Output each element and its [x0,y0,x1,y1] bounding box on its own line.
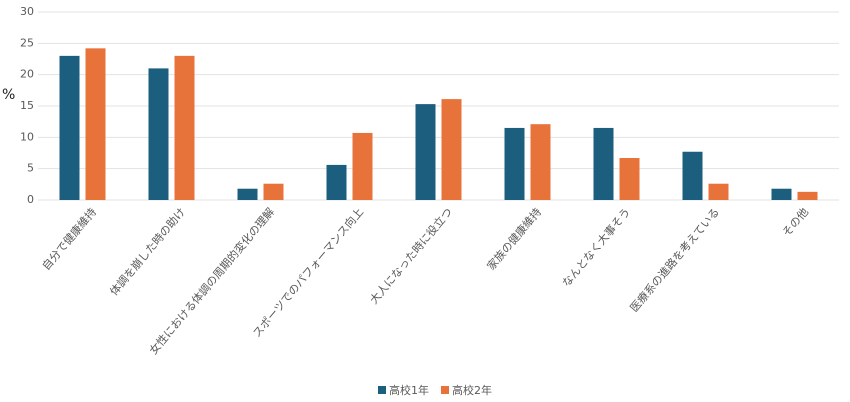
bar [148,68,169,201]
bar [85,48,106,201]
bar [263,183,284,200]
y-tick-label: 0 [27,193,34,206]
y-axis-label: % [2,87,15,103]
y-tick-label: 5 [27,162,34,175]
y-tick-label: 25 [20,36,34,49]
bar [59,55,80,200]
x-tick-label: 大人になった時に役立つ [367,205,456,307]
x-tick-label: その他 [780,206,811,240]
y-tick-label: 10 [20,130,34,143]
bar [441,99,462,200]
bar [708,183,729,200]
legend-swatch [378,386,386,394]
y-tick-label: 20 [20,68,34,81]
legend-label: 高校2年 [452,383,492,397]
bar [504,127,525,200]
x-tick-label: 医療系の進路を考えている [627,205,722,315]
y-tick-label: 15 [20,99,34,112]
bar [771,188,792,200]
bar [593,127,614,200]
bar [682,151,703,200]
legend-swatch [441,386,449,394]
bar [797,191,818,200]
x-tick-label: 体調を崩した時の助け [107,205,188,298]
bar [415,104,436,200]
bar [237,188,258,200]
x-tick-label: 自分で健康維持 [39,205,99,273]
bar [352,132,373,200]
legend-label: 高校1年 [389,383,429,397]
x-tick-label: 家族の健康維持 [484,205,544,273]
bar [619,158,640,200]
y-tick-label: 30 [20,5,34,18]
bar [530,124,551,200]
x-tick-label: なんとなく大事そう [559,205,633,290]
bar [326,164,347,200]
bar [174,55,195,200]
